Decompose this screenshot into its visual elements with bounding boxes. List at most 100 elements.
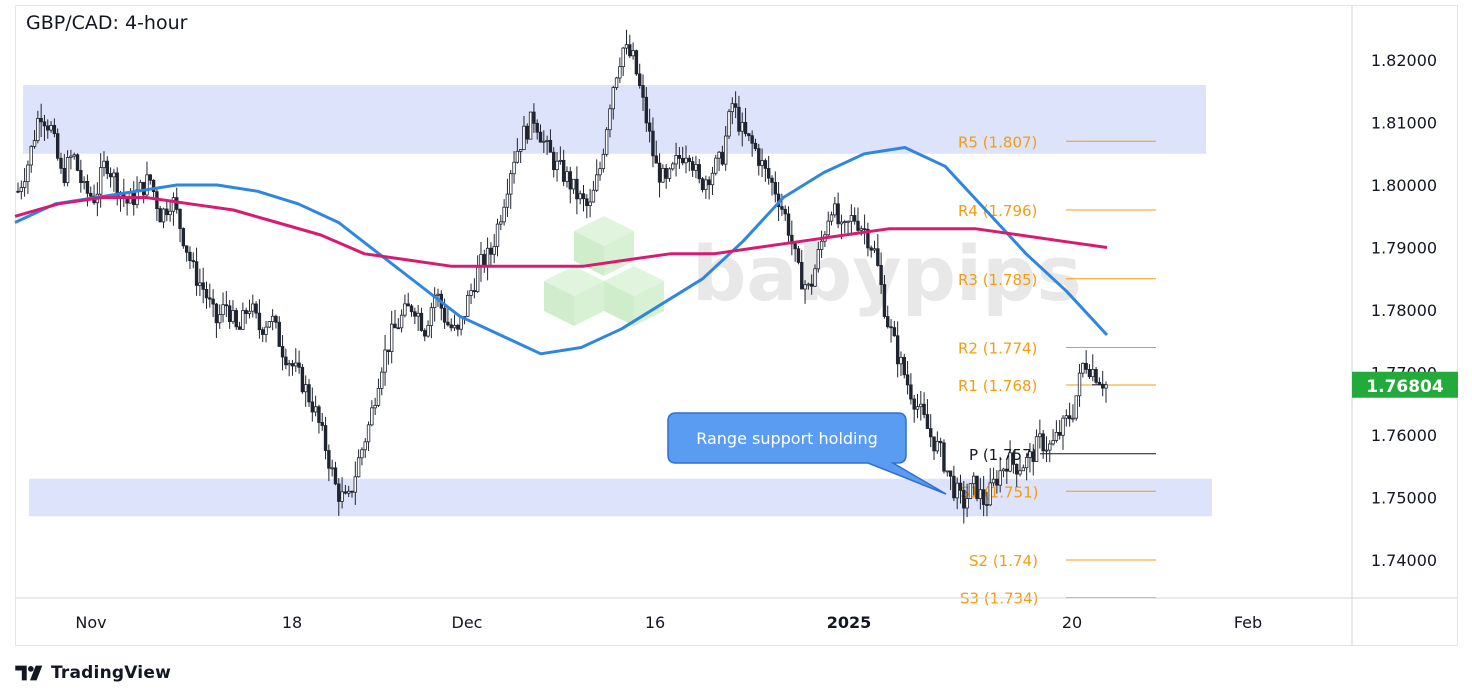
candle bbox=[796, 245, 801, 265]
candle bbox=[108, 167, 113, 188]
candle bbox=[681, 146, 685, 166]
candle bbox=[866, 222, 870, 257]
candle bbox=[16, 182, 20, 194]
candle bbox=[161, 207, 166, 229]
candle bbox=[948, 470, 953, 491]
candle bbox=[485, 237, 490, 281]
candle bbox=[985, 491, 989, 517]
x-tick-label: 18 bbox=[282, 613, 302, 632]
candle bbox=[611, 85, 615, 120]
candle bbox=[515, 138, 520, 164]
candle bbox=[723, 126, 728, 171]
candle bbox=[869, 245, 873, 258]
candle bbox=[1077, 363, 1082, 407]
candle bbox=[545, 135, 549, 156]
candle bbox=[1048, 440, 1052, 463]
candle bbox=[1008, 440, 1012, 473]
candle bbox=[816, 241, 820, 273]
candle bbox=[389, 310, 394, 364]
candle bbox=[919, 390, 923, 421]
candle bbox=[737, 95, 741, 136]
candle bbox=[628, 34, 632, 59]
candle bbox=[194, 247, 199, 296]
candle bbox=[168, 199, 172, 222]
candle bbox=[92, 184, 96, 205]
candle bbox=[532, 103, 536, 133]
candle bbox=[208, 283, 212, 308]
candle bbox=[287, 359, 291, 377]
candle bbox=[79, 159, 83, 193]
candle bbox=[155, 187, 159, 221]
candle bbox=[740, 112, 744, 147]
y-tick-label: 1.80000 bbox=[1371, 176, 1437, 195]
candle bbox=[264, 320, 268, 343]
candle bbox=[704, 175, 708, 199]
candle bbox=[1041, 430, 1045, 459]
candle bbox=[343, 484, 348, 495]
candle bbox=[386, 349, 391, 365]
candle bbox=[568, 166, 572, 204]
candle bbox=[647, 108, 652, 143]
candle bbox=[588, 188, 592, 218]
pivot-label-r2: R2 (1.774) bbox=[958, 340, 1037, 358]
candle bbox=[280, 335, 285, 371]
pivot-label-r4: R4 (1.796) bbox=[958, 202, 1037, 220]
candle bbox=[922, 392, 926, 419]
candle bbox=[608, 104, 612, 138]
candle bbox=[644, 87, 649, 132]
candle bbox=[578, 190, 582, 205]
candle bbox=[383, 334, 387, 386]
candle bbox=[495, 218, 500, 257]
candle bbox=[380, 367, 384, 396]
candle bbox=[62, 153, 66, 187]
candle bbox=[730, 97, 735, 125]
candle bbox=[241, 302, 245, 330]
candle bbox=[757, 143, 761, 176]
candle bbox=[684, 145, 688, 174]
candle bbox=[376, 378, 381, 407]
candle bbox=[525, 123, 529, 144]
candle bbox=[353, 461, 358, 505]
candle bbox=[829, 211, 834, 226]
candle bbox=[1011, 450, 1016, 474]
candle bbox=[409, 304, 414, 317]
candle bbox=[902, 353, 906, 379]
candle bbox=[958, 474, 963, 504]
candle bbox=[826, 211, 830, 238]
candle bbox=[294, 348, 298, 372]
candle bbox=[522, 115, 526, 150]
candle bbox=[102, 151, 106, 177]
candle bbox=[320, 412, 324, 431]
y-tick-label: 1.75000 bbox=[1371, 489, 1437, 508]
tradingview-branding[interactable]: TradingView bbox=[15, 661, 171, 685]
candle bbox=[307, 379, 311, 407]
candle bbox=[862, 214, 867, 245]
candle bbox=[492, 234, 496, 264]
candle bbox=[981, 475, 986, 517]
candle bbox=[261, 327, 265, 343]
candle bbox=[479, 241, 483, 282]
candle bbox=[760, 148, 764, 177]
pivot-label-r3: R3 (1.785) bbox=[958, 271, 1037, 289]
candle bbox=[803, 280, 807, 304]
candle bbox=[938, 437, 943, 457]
candle bbox=[456, 323, 460, 337]
candle bbox=[624, 29, 629, 55]
candle bbox=[886, 305, 890, 329]
candle bbox=[561, 149, 566, 187]
candle bbox=[475, 255, 480, 293]
candle bbox=[575, 166, 579, 215]
candle bbox=[912, 394, 916, 423]
candle bbox=[621, 46, 625, 77]
candle bbox=[899, 351, 903, 377]
candle bbox=[267, 321, 272, 329]
candle bbox=[98, 153, 103, 208]
candle bbox=[872, 240, 877, 254]
candle bbox=[1028, 442, 1032, 473]
candle bbox=[452, 314, 457, 331]
candle bbox=[770, 175, 774, 196]
candle bbox=[333, 461, 338, 486]
chart-title: GBP/CAD: 4-hour bbox=[26, 12, 188, 34]
candle bbox=[905, 361, 910, 395]
